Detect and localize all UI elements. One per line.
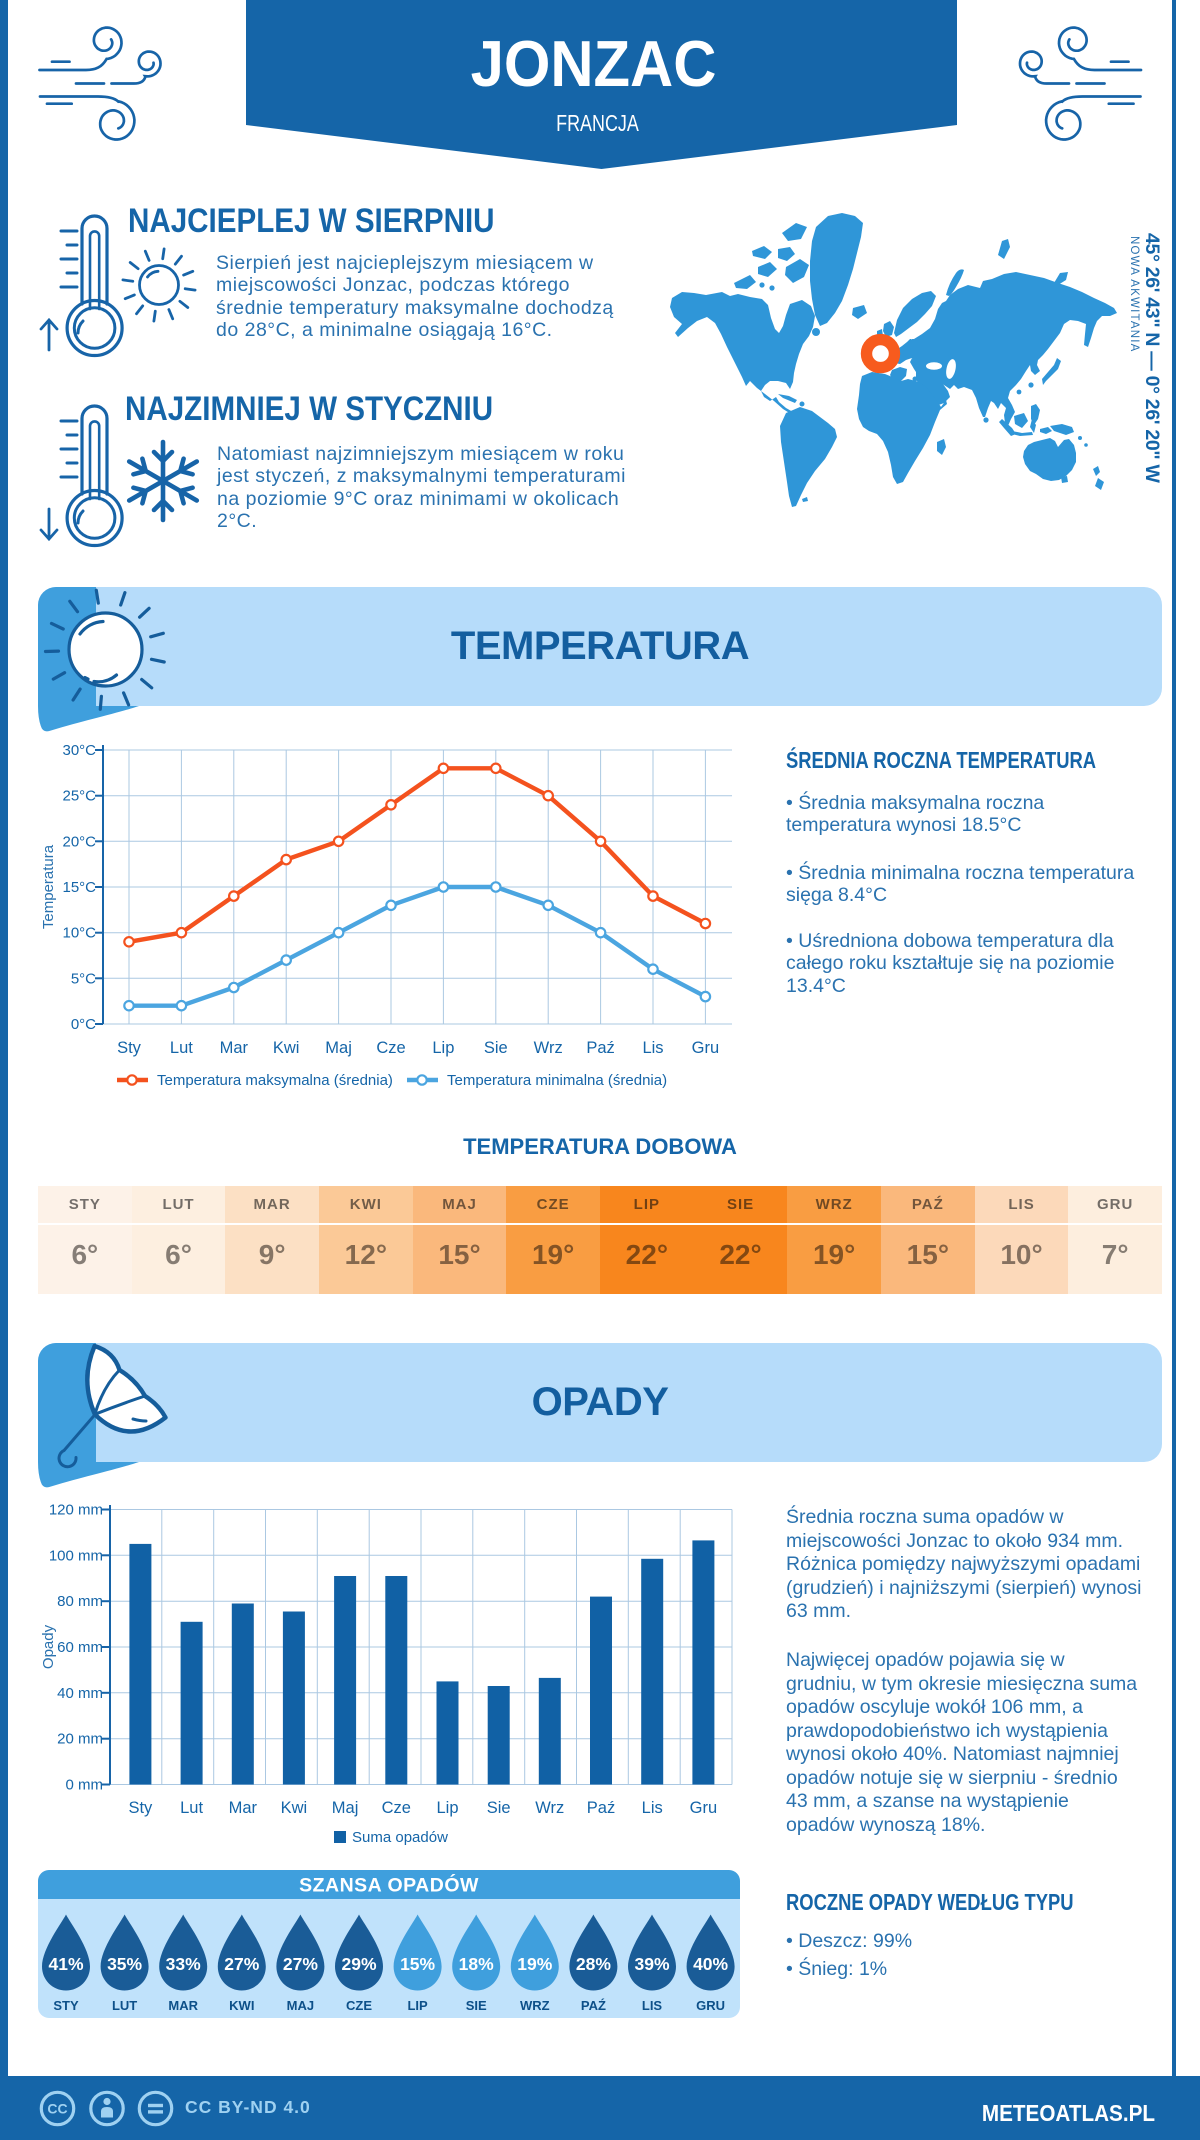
- svg-text:Suma opadów: Suma opadów: [352, 1829, 448, 1846]
- svg-text:80 mm: 80 mm: [57, 1593, 103, 1610]
- svg-text:15%: 15%: [400, 1954, 435, 1974]
- svg-text:Opady: Opady: [40, 1624, 57, 1669]
- svg-text:PAŹ: PAŹ: [581, 1998, 606, 2013]
- svg-text:100 mm: 100 mm: [49, 1547, 103, 1564]
- svg-text:29%: 29%: [341, 1954, 376, 1974]
- svg-text:Lis: Lis: [642, 1799, 663, 1817]
- svg-text:0 mm: 0 mm: [66, 1777, 104, 1794]
- svg-text:Paź: Paź: [586, 1039, 614, 1057]
- svg-text:27%: 27%: [224, 1954, 259, 1974]
- svg-text:Temperatura minimalna (średnia: Temperatura minimalna (średnia): [447, 1072, 667, 1089]
- svg-text:20 mm: 20 mm: [57, 1731, 103, 1748]
- svg-text:15°C: 15°C: [62, 879, 96, 896]
- svg-text:LIS: LIS: [642, 1998, 663, 2013]
- svg-text:25°C: 25°C: [62, 788, 96, 805]
- svg-text:Maj: Maj: [325, 1039, 352, 1057]
- svg-text:CZE: CZE: [346, 1998, 372, 2013]
- svg-text:Lip: Lip: [432, 1039, 454, 1057]
- svg-text:SZANSA OPADÓW: SZANSA OPADÓW: [299, 1873, 479, 1897]
- svg-text:MAR: MAR: [168, 1998, 198, 2013]
- svg-text:39%: 39%: [634, 1954, 669, 1974]
- svg-text:Mar: Mar: [229, 1799, 258, 1817]
- svg-text:Gru: Gru: [692, 1039, 720, 1057]
- svg-text:Cze: Cze: [376, 1039, 405, 1057]
- svg-text:Gru: Gru: [690, 1799, 718, 1817]
- svg-text:LIP: LIP: [407, 1998, 428, 2013]
- svg-text:KWI: KWI: [229, 1998, 254, 2013]
- svg-text:Paź: Paź: [587, 1799, 615, 1817]
- svg-text:Wrz: Wrz: [534, 1039, 563, 1057]
- svg-text:WRZ: WRZ: [520, 1998, 550, 2013]
- svg-text:40%: 40%: [693, 1954, 728, 1974]
- svg-text:MAJ: MAJ: [287, 1998, 314, 2013]
- svg-text:STY: STY: [53, 1998, 79, 2013]
- svg-text:SIE: SIE: [466, 1998, 487, 2013]
- svg-text:10°C: 10°C: [62, 925, 96, 942]
- svg-text:28%: 28%: [576, 1954, 611, 1974]
- svg-text:18%: 18%: [459, 1954, 494, 1974]
- svg-text:40 mm: 40 mm: [57, 1685, 103, 1702]
- svg-text:0°C: 0°C: [71, 1016, 96, 1033]
- svg-text:41%: 41%: [48, 1954, 83, 1974]
- svg-text:33%: 33%: [166, 1954, 201, 1974]
- svg-text:LUT: LUT: [112, 1998, 137, 2013]
- svg-text:Temperatura: Temperatura: [40, 844, 57, 929]
- svg-text:Lut: Lut: [170, 1039, 193, 1057]
- svg-text:Sty: Sty: [128, 1799, 153, 1817]
- svg-text:60 mm: 60 mm: [57, 1639, 103, 1656]
- svg-text:120 mm: 120 mm: [49, 1502, 103, 1519]
- svg-text:Kwi: Kwi: [281, 1799, 308, 1817]
- svg-text:30°C: 30°C: [62, 742, 96, 759]
- svg-text:19%: 19%: [517, 1954, 552, 1974]
- svg-text:Mar: Mar: [220, 1039, 249, 1057]
- svg-text:Sty: Sty: [117, 1039, 142, 1057]
- svg-text:GRU: GRU: [696, 1998, 725, 2013]
- svg-text:CC: CC: [47, 2101, 67, 2117]
- svg-text:Lip: Lip: [436, 1799, 458, 1817]
- svg-text:35%: 35%: [107, 1954, 142, 1974]
- svg-text:Lut: Lut: [180, 1799, 203, 1817]
- svg-text:Cze: Cze: [382, 1799, 411, 1817]
- svg-text:Sie: Sie: [484, 1039, 508, 1057]
- svg-text:27%: 27%: [283, 1954, 318, 1974]
- svg-text:Temperatura maksymalna (średni: Temperatura maksymalna (średnia): [157, 1072, 393, 1089]
- svg-text:Sie: Sie: [487, 1799, 511, 1817]
- svg-text:Maj: Maj: [332, 1799, 359, 1817]
- svg-text:5°C: 5°C: [71, 970, 96, 987]
- svg-text:Wrz: Wrz: [535, 1799, 564, 1817]
- svg-text:20°C: 20°C: [62, 833, 96, 850]
- svg-text:Lis: Lis: [642, 1039, 663, 1057]
- svg-text:Kwi: Kwi: [273, 1039, 300, 1057]
